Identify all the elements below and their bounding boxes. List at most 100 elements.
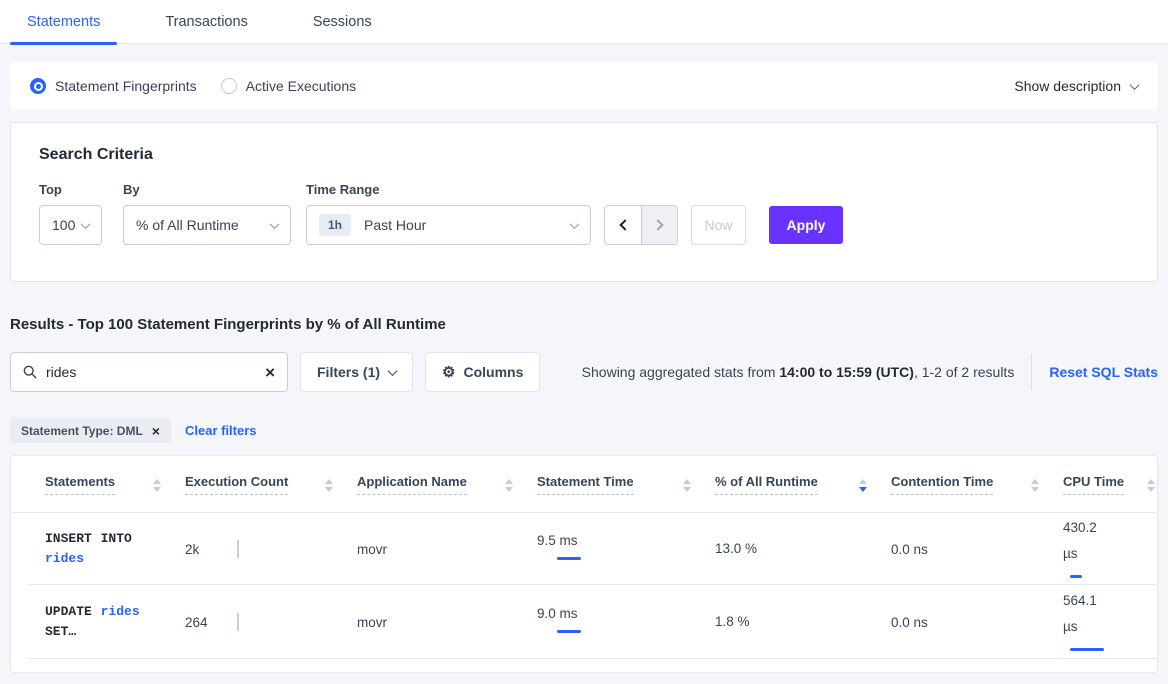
time-window-nav <box>604 205 678 245</box>
clear-filters-link[interactable]: Clear filters <box>184 423 257 438</box>
pct-runtime-cell: 13.0 % <box>715 536 891 562</box>
column-header-contention-time[interactable]: Contention Time <box>891 474 1063 495</box>
columns-button-label: Columns <box>463 364 524 380</box>
showing-stats-text: Showing aggregated stats from 14:00 to 1… <box>581 364 1015 380</box>
statement-time-cell: 9.0 ms <box>537 606 715 638</box>
tab-transactions[interactable]: Transactions <box>165 13 248 30</box>
by-select-value: % of All Runtime <box>136 217 239 233</box>
application-name-value: movr <box>357 614 387 630</box>
chevron-down-icon <box>269 218 280 229</box>
pct-runtime-bar <box>767 543 817 556</box>
contention-time-value: 0.0 ns <box>891 614 928 630</box>
search-criteria-title: Search Criteria <box>39 146 153 163</box>
next-time-window-button[interactable] <box>641 206 677 244</box>
top-select[interactable]: 100 <box>39 205 102 245</box>
sort-icon[interactable] <box>505 477 513 492</box>
table-row: UPDATE rides SET… 264 movr 9.0 ms 1.8 % … <box>11 585 1157 659</box>
top-select-value: 100 <box>52 217 76 233</box>
statement-time-bar <box>537 625 585 638</box>
filter-pill-statement-type[interactable]: Statement Type: DML × <box>10 418 171 443</box>
chevron-down-icon <box>569 218 580 229</box>
table-row: INSERT INTO rides 2k movr 9.5 ms 13.0 % … <box>11 513 1157 585</box>
chevron-down-icon <box>80 218 91 229</box>
time-range-value: Past Hour <box>364 217 427 233</box>
clear-search-icon[interactable]: × <box>265 362 275 382</box>
column-header-statement-time[interactable]: Statement Time <box>537 474 715 495</box>
time-range-label: Time Range <box>306 182 380 197</box>
active-filters-row: Statement Type: DML × Clear filters <box>10 418 1168 443</box>
by-select[interactable]: % of All Runtime <box>123 205 291 245</box>
statements-table: Statements Execution Count Application N… <box>10 455 1158 673</box>
radio-active-executions[interactable]: Active Executions <box>220 78 357 94</box>
column-header-statements[interactable]: Statements <box>45 474 185 495</box>
execution-count-value: 2k <box>185 541 200 557</box>
column-header-cpu-time[interactable]: CPU Time <box>1063 474 1157 495</box>
apply-button[interactable]: Apply <box>769 206 843 244</box>
filters-button-label: Filters (1) <box>317 364 381 380</box>
reset-sql-stats-link[interactable]: Reset SQL Stats <box>1049 364 1158 380</box>
contention-time-value: 0.0 ns <box>891 541 928 557</box>
sort-icon[interactable] <box>153 477 161 492</box>
by-label: By <box>123 182 140 197</box>
radio-unselected-icon <box>220 78 237 94</box>
gear-icon: ⚙ <box>442 364 456 381</box>
time-range-field: Time Range 1h Past Hour <box>306 182 591 245</box>
by-field: By % of All Runtime <box>123 182 291 245</box>
radio-selected-icon <box>30 78 46 94</box>
results-heading: Results - Top 100 Statement Fingerprints… <box>10 316 446 333</box>
show-description-toggle[interactable]: Show description <box>1014 78 1140 94</box>
sort-icon[interactable] <box>859 477 867 492</box>
search-box[interactable]: × <box>10 352 288 392</box>
filter-pill-label: Statement Type: DML <box>21 423 143 438</box>
previous-time-window-button[interactable] <box>605 206 641 244</box>
statement-link[interactable]: rides <box>100 604 140 619</box>
radio-label: Statement Fingerprints <box>55 78 197 94</box>
statement-time-cell: 9.5 ms <box>537 533 715 565</box>
cpu-time-cell: 564.1 µs <box>1063 588 1157 656</box>
sort-icon[interactable] <box>325 477 333 492</box>
top-field: Top 100 <box>39 182 102 245</box>
time-range-badge: 1h <box>319 214 352 236</box>
tab-statements[interactable]: Statements <box>10 0 118 45</box>
radio-statement-fingerprints[interactable]: Statement Fingerprints <box>30 78 197 94</box>
column-header-pct-of-all-runtime[interactable]: % of All Runtime <box>715 474 891 495</box>
page-tabs: Statements Transactions Sessions <box>0 0 1168 45</box>
radio-label: Active Executions <box>245 78 357 94</box>
search-input[interactable] <box>46 364 266 380</box>
statement-fingerprint: INSERT INTO rides <box>45 531 132 566</box>
pct-runtime-cell: 1.8 % <box>715 609 891 635</box>
remove-filter-icon[interactable]: × <box>151 422 160 439</box>
tab-sessions[interactable]: Sessions <box>312 13 372 30</box>
columns-button[interactable]: ⚙ Columns <box>425 352 541 392</box>
column-header-execution-count[interactable]: Execution Count <box>185 474 357 495</box>
statement-time-bar <box>537 552 585 565</box>
results-toolbar: × Filters (1) ⚙ Columns Showing aggregat… <box>10 352 1158 392</box>
statement-link[interactable]: rides <box>45 551 85 566</box>
now-button[interactable]: Now <box>691 205 746 245</box>
table-header-row: Statements Execution Count Application N… <box>11 456 1157 513</box>
filters-button[interactable]: Filters (1) <box>300 352 414 392</box>
execution-count-bar <box>237 540 239 558</box>
showing-stats-time-range: 14:00 to 15:59 (UTC) <box>779 364 914 380</box>
search-criteria-card: Search Criteria Top 100 By % of All Runt… <box>10 122 1158 282</box>
toolbar-divider <box>1031 354 1033 390</box>
execution-count-bar <box>237 613 239 631</box>
top-label: Top <box>39 182 62 197</box>
sort-icon[interactable] <box>1031 477 1039 492</box>
sort-icon[interactable] <box>683 477 691 492</box>
cpu-time-bar <box>1063 643 1111 656</box>
cpu-time-bar <box>1063 570 1111 583</box>
sort-icon[interactable] <box>1147 477 1155 492</box>
chevron-right-icon <box>652 219 664 231</box>
column-header-application-name[interactable]: Application Name <box>357 474 537 495</box>
time-range-select[interactable]: 1h Past Hour <box>306 205 591 245</box>
search-icon <box>23 365 37 379</box>
cpu-time-cell: 430.2 µs <box>1063 515 1157 583</box>
application-name-value: movr <box>357 541 387 557</box>
show-description-label: Show description <box>1014 78 1121 94</box>
chevron-down-icon <box>387 365 398 376</box>
execution-count-value: 264 <box>185 614 208 630</box>
view-toggle-bar: Statement Fingerprints Active Executions… <box>10 62 1158 110</box>
chevron-left-icon <box>618 219 631 231</box>
pct-runtime-bar <box>767 616 817 629</box>
